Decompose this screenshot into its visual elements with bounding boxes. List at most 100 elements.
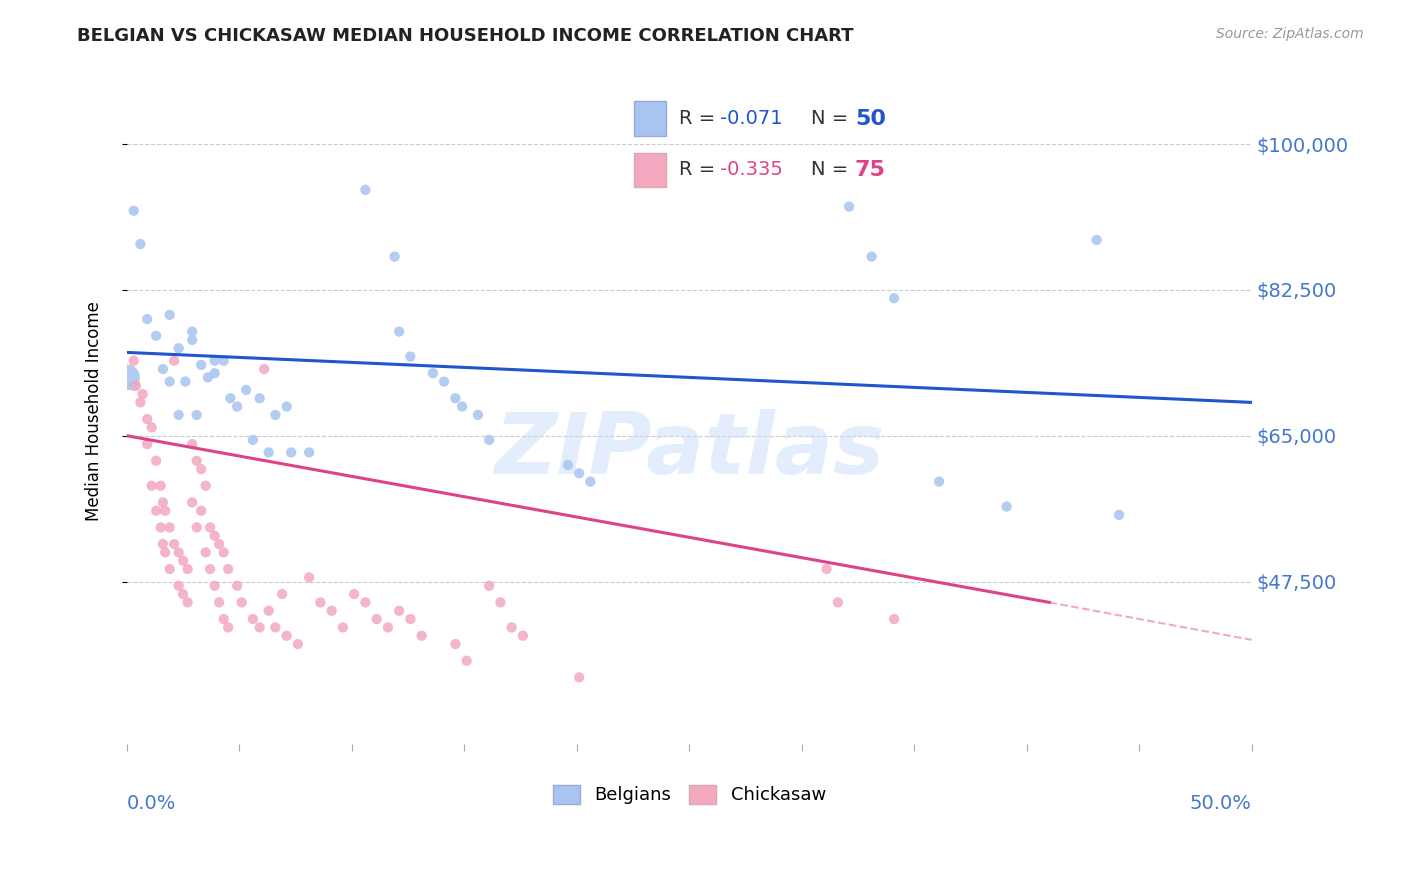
- Point: [512, 629, 534, 643]
- Point: [153, 545, 176, 559]
- Point: [167, 545, 190, 559]
- Point: [125, 378, 148, 392]
- Legend: Belgians, Chickasaw: Belgians, Chickasaw: [546, 778, 834, 812]
- Point: [136, 312, 159, 326]
- Point: [141, 479, 163, 493]
- Point: [190, 504, 212, 518]
- Point: [181, 495, 204, 509]
- Text: Source: ZipAtlas.com: Source: ZipAtlas.com: [1216, 27, 1364, 41]
- Point: [159, 520, 181, 534]
- Point: [257, 604, 280, 618]
- Point: [122, 378, 145, 392]
- Point: [332, 620, 354, 634]
- Point: [212, 612, 235, 626]
- Point: [131, 387, 153, 401]
- Point: [451, 400, 474, 414]
- Point: [827, 595, 849, 609]
- Point: [198, 520, 221, 534]
- Point: [883, 291, 905, 305]
- Point: [444, 637, 467, 651]
- Point: [153, 504, 176, 518]
- Point: [467, 408, 489, 422]
- Point: [204, 353, 226, 368]
- Point: [181, 437, 204, 451]
- Point: [478, 433, 501, 447]
- Point: [287, 637, 309, 651]
- Point: [172, 554, 194, 568]
- Point: [568, 670, 591, 684]
- Point: [167, 341, 190, 355]
- Point: [354, 595, 377, 609]
- Point: [501, 620, 523, 634]
- Point: [190, 358, 212, 372]
- Point: [422, 366, 444, 380]
- Point: [219, 391, 242, 405]
- Point: [197, 370, 219, 384]
- Point: [568, 467, 591, 481]
- Point: [181, 333, 204, 347]
- Point: [366, 612, 388, 626]
- Point: [1085, 233, 1108, 247]
- Point: [226, 400, 249, 414]
- Point: [176, 562, 198, 576]
- Point: [217, 562, 239, 576]
- Point: [167, 408, 190, 422]
- Point: [190, 462, 212, 476]
- Point: [163, 353, 186, 368]
- Point: [159, 562, 181, 576]
- Point: [838, 200, 860, 214]
- Point: [194, 545, 217, 559]
- Point: [298, 570, 321, 584]
- Point: [136, 437, 159, 451]
- Point: [212, 353, 235, 368]
- Point: [152, 495, 174, 509]
- Point: [212, 545, 235, 559]
- Point: [860, 250, 883, 264]
- Point: [167, 579, 190, 593]
- Text: 50.0%: 50.0%: [1189, 794, 1251, 813]
- Point: [204, 529, 226, 543]
- Point: [149, 520, 172, 534]
- Point: [271, 587, 294, 601]
- Point: [399, 350, 422, 364]
- Point: [253, 362, 276, 376]
- Point: [186, 408, 208, 422]
- Point: [159, 308, 181, 322]
- Point: [129, 237, 152, 252]
- Point: [309, 595, 332, 609]
- Point: [264, 620, 287, 634]
- Point: [456, 654, 478, 668]
- Point: [489, 595, 512, 609]
- Point: [249, 391, 271, 405]
- Point: [141, 420, 163, 434]
- Point: [231, 595, 253, 609]
- Point: [815, 562, 838, 576]
- Point: [163, 537, 186, 551]
- Point: [276, 400, 298, 414]
- Text: BELGIAN VS CHICKASAW MEDIAN HOUSEHOLD INCOME CORRELATION CHART: BELGIAN VS CHICKASAW MEDIAN HOUSEHOLD IN…: [77, 27, 853, 45]
- Point: [149, 479, 172, 493]
- Point: [198, 562, 221, 576]
- Point: [883, 612, 905, 626]
- Point: [217, 620, 239, 634]
- Point: [1108, 508, 1130, 522]
- Point: [276, 629, 298, 643]
- Text: ZIPatlas: ZIPatlas: [495, 409, 884, 492]
- Point: [208, 537, 231, 551]
- Point: [298, 445, 321, 459]
- Point: [174, 375, 197, 389]
- Point: [388, 604, 411, 618]
- Point: [115, 370, 138, 384]
- Point: [242, 612, 264, 626]
- Point: [122, 353, 145, 368]
- Point: [186, 454, 208, 468]
- Point: [478, 579, 501, 593]
- Point: [176, 595, 198, 609]
- Point: [194, 479, 217, 493]
- Point: [249, 620, 271, 634]
- Point: [399, 612, 422, 626]
- Point: [208, 595, 231, 609]
- Point: [136, 412, 159, 426]
- Point: [242, 433, 264, 447]
- Point: [264, 408, 287, 422]
